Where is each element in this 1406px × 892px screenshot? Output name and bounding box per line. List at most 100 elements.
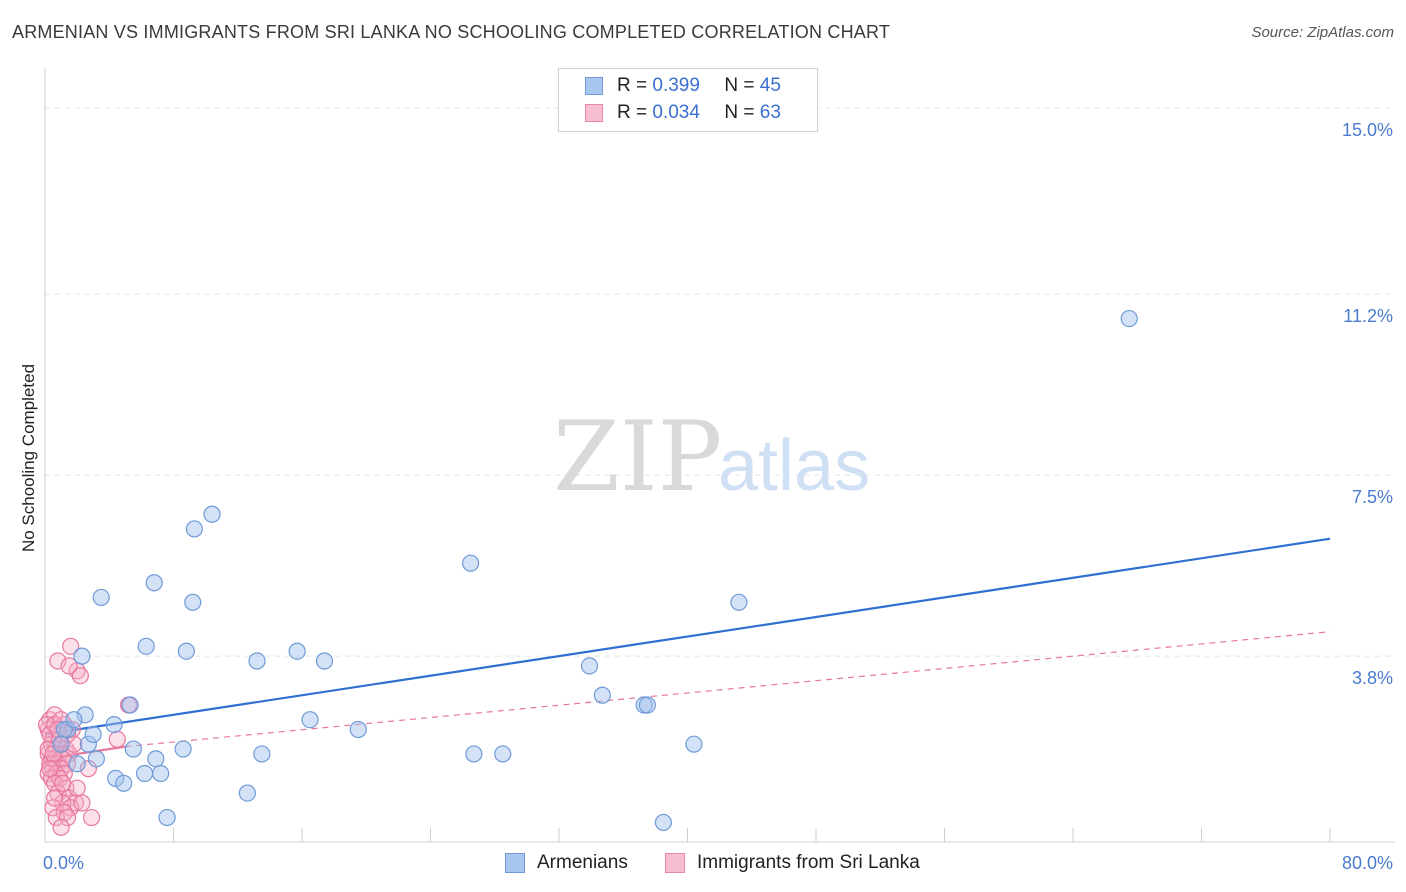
legend-r-label: R = — [617, 102, 648, 123]
data-point-armenians — [174, 740, 192, 758]
series-legend: Armenians Immigrants from Sri Lanka — [0, 850, 1406, 878]
data-point-sri-lanka — [52, 818, 70, 836]
y-tick-label: 7.5% — [1352, 487, 1393, 507]
gridlines — [45, 107, 1395, 657]
series-armenians-points — [52, 309, 1138, 832]
series-sri-lanka-points — [38, 637, 138, 836]
legend-r-label: R = — [617, 75, 648, 96]
data-point-armenians — [248, 652, 266, 670]
data-point-sri-lanka — [49, 720, 67, 739]
data-point-armenians — [1120, 309, 1138, 328]
data-point-sri-lanka — [60, 657, 78, 675]
source-label: Source: ZipAtlas.com — [1251, 24, 1394, 41]
data-point-armenians — [115, 774, 133, 792]
data-point-armenians — [654, 813, 673, 832]
legend-swatch-armenians — [505, 853, 525, 873]
legend-n-value: 63 — [759, 102, 781, 123]
data-point-sri-lanka — [62, 637, 80, 655]
data-point-armenians — [593, 686, 611, 704]
data-point-armenians — [65, 711, 83, 729]
data-point-armenians — [465, 745, 483, 763]
data-point-armenians — [79, 735, 97, 753]
correlation-legend: R = 0.399 N = 45 R = 0.034 N = 63 — [558, 68, 818, 132]
data-point-sri-lanka — [49, 652, 67, 670]
legend-swatch-sri-lanka — [665, 853, 685, 873]
data-point-armenians — [462, 554, 480, 572]
legend-n-value: 45 — [759, 75, 781, 96]
y-tick-label: 15.0% — [1342, 120, 1393, 140]
data-point-sri-lanka — [54, 774, 72, 792]
data-point-armenians — [315, 652, 334, 670]
data-point-armenians — [76, 706, 94, 724]
data-point-armenians — [253, 745, 271, 763]
legend-r-value: 0.034 — [652, 102, 700, 123]
data-point-sri-lanka — [58, 725, 77, 743]
data-point-armenians — [301, 711, 319, 729]
data-point-sri-lanka — [52, 711, 70, 729]
data-point-armenians — [137, 637, 155, 655]
legend-label-sri-lanka: Immigrants from Sri Lanka — [697, 852, 920, 873]
data-point-armenians — [124, 740, 142, 758]
data-point-armenians — [349, 720, 367, 739]
data-point-armenians — [238, 784, 256, 802]
data-point-sri-lanka — [71, 667, 89, 685]
data-point-armenians — [158, 808, 176, 827]
y-axis-label: No Schooling Completed — [19, 364, 38, 552]
data-point-armenians — [638, 696, 656, 714]
data-point-sri-lanka — [41, 760, 59, 778]
y-tick-label: 11.2% — [1343, 306, 1393, 326]
data-point-armenians — [147, 750, 165, 768]
y-tick-label: 3.8% — [1352, 668, 1393, 688]
data-point-armenians — [87, 750, 106, 768]
data-point-sri-lanka — [73, 794, 91, 812]
legend-swatch-sri-lanka — [585, 104, 603, 122]
data-point-armenians — [494, 745, 512, 763]
legend-row-sri-lanka: R = 0.034 N = 63 — [585, 100, 781, 126]
trend-line-armenians — [44, 537, 1331, 736]
data-point-sri-lanka — [66, 794, 85, 812]
data-point-armenians — [84, 725, 102, 743]
data-point-armenians — [73, 647, 91, 665]
data-point-sri-lanka — [82, 808, 101, 827]
data-point-armenians — [105, 715, 123, 734]
data-point-armenians — [730, 593, 748, 611]
data-point-armenians — [185, 520, 203, 538]
tick-labels: 3.8% 7.5% 11.2% 15.0% 0.0% 80.0% — [43, 120, 1393, 873]
data-point-sri-lanka — [68, 779, 86, 797]
data-point-armenians — [107, 769, 125, 788]
legend-item-armenians: Armenians — [505, 852, 628, 874]
chart-title: ARMENIAN VS IMMIGRANTS FROM SRI LANKA NO… — [12, 22, 891, 42]
trend-lines — [44, 537, 1331, 760]
legend-r-value: 0.399 — [652, 75, 700, 96]
data-point-armenians — [92, 588, 110, 607]
legend-item-sri-lanka: Immigrants from Sri Lanka — [665, 852, 920, 874]
legend-n-label: N = — [724, 102, 755, 123]
data-point-armenians — [68, 755, 86, 773]
data-point-armenians — [685, 735, 703, 753]
data-point-sri-lanka — [58, 808, 77, 827]
data-point-armenians — [177, 642, 195, 660]
trend-line-sri-lanka-dashed — [125, 631, 1331, 748]
x-tick-label: 80.0% — [1342, 853, 1393, 873]
x-tick-label: 0.0% — [43, 853, 84, 873]
data-point-armenians — [135, 764, 154, 783]
data-point-sri-lanka — [55, 804, 73, 822]
data-point-armenians — [52, 735, 70, 753]
data-point-armenians — [121, 696, 139, 714]
data-point-armenians — [203, 505, 221, 523]
legend-swatch-armenians — [585, 77, 603, 95]
data-point-armenians — [152, 764, 170, 783]
legend-n-label: N = — [724, 75, 755, 96]
data-point-armenians — [184, 593, 202, 611]
watermark-atlas: atlas — [718, 426, 870, 506]
data-point-armenians — [580, 657, 599, 675]
data-point-sri-lanka — [108, 730, 126, 748]
legend-label-armenians: Armenians — [537, 852, 628, 873]
data-point-armenians — [145, 574, 163, 592]
data-point-sri-lanka — [39, 740, 57, 758]
legend-row-armenians: R = 0.399 N = 45 — [585, 73, 781, 99]
watermark-zip: ZIP — [553, 401, 722, 513]
data-point-sri-lanka — [46, 789, 64, 807]
data-point-armenians — [288, 642, 306, 660]
